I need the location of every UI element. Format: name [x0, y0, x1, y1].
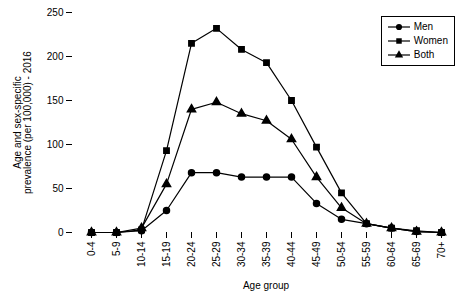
svg-text:55-59: 55-59	[361, 241, 372, 267]
svg-text:40-44: 40-44	[286, 241, 297, 267]
html-text:Both: Both	[413, 49, 435, 60]
svg-text:50: 50	[52, 183, 64, 194]
svg-text:35-39: 35-39	[261, 241, 272, 267]
svg-text:0: 0	[58, 227, 64, 238]
svg-text:100: 100	[47, 139, 64, 150]
svg-text:Age group: Age group	[243, 280, 290, 291]
svg-text:65-69: 65-69	[411, 241, 422, 267]
svg-text:5-9: 5-9	[111, 241, 122, 256]
svg-text:10-14: 10-14	[136, 241, 147, 267]
svg-text:25-29: 25-29	[211, 241, 222, 267]
svg-text:70+: 70+	[436, 241, 447, 258]
svg-text:250: 250	[47, 7, 64, 18]
svg-text:60-64: 60-64	[386, 241, 397, 267]
svg-text:45-49: 45-49	[311, 241, 322, 267]
svg-text:0-4: 0-4	[86, 241, 97, 256]
svg-text:150: 150	[47, 95, 64, 106]
svg-text:15-19: 15-19	[161, 241, 172, 267]
svg-text:20-24: 20-24	[186, 241, 197, 267]
html-text:Women: Women	[413, 35, 448, 46]
svg-text:200: 200	[47, 51, 64, 62]
svg-text:30-34: 30-34	[236, 241, 247, 267]
svg-text:50-54: 50-54	[336, 241, 347, 267]
html-text:Men: Men	[413, 21, 434, 32]
svg-text:Age and sex-specificprevalence: Age and sex-specificprevalence (per 100,…	[12, 51, 33, 194]
